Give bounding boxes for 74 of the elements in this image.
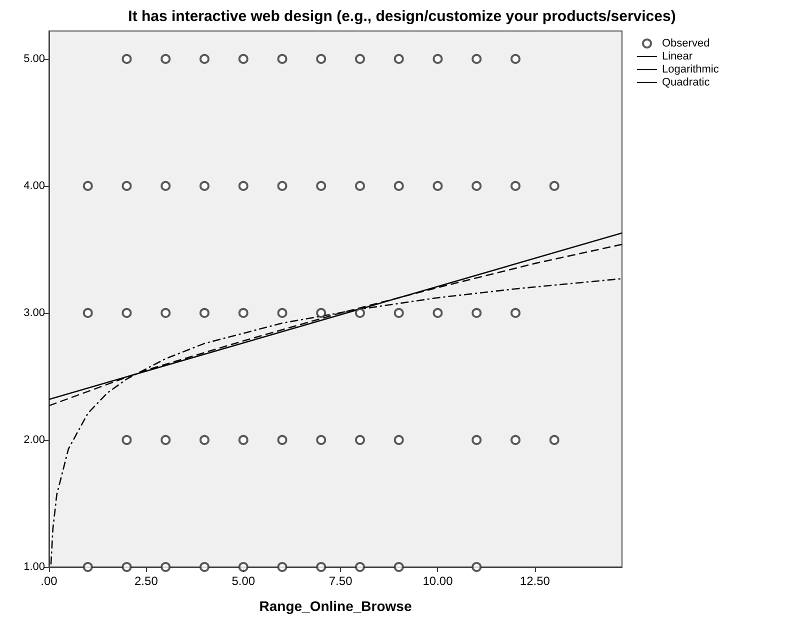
point bbox=[200, 562, 210, 572]
point bbox=[472, 308, 482, 318]
point bbox=[277, 562, 288, 572]
point bbox=[160, 308, 171, 318]
point bbox=[238, 54, 248, 64]
point bbox=[316, 180, 326, 191]
y-tick-label: 1.00 bbox=[24, 561, 45, 573]
point bbox=[277, 180, 288, 191]
y-tick-label: 5.00 bbox=[24, 52, 45, 65]
chart-title: It has interactive web design (e.g., design/customize your products/services) bbox=[128, 8, 676, 25]
x-axis-title: Range_Online_Browse bbox=[259, 598, 412, 614]
point bbox=[432, 180, 443, 191]
point bbox=[122, 308, 132, 318]
point bbox=[394, 180, 404, 191]
point bbox=[200, 434, 210, 445]
point bbox=[394, 308, 404, 318]
x-tick-label: .00 bbox=[40, 574, 58, 588]
point bbox=[510, 54, 520, 64]
point bbox=[316, 434, 326, 445]
point bbox=[122, 562, 132, 572]
point bbox=[355, 308, 365, 318]
point bbox=[82, 562, 93, 572]
point bbox=[510, 308, 520, 318]
point bbox=[432, 308, 443, 318]
legend-label: Quadratic bbox=[662, 76, 710, 88]
point bbox=[394, 562, 404, 572]
point bbox=[549, 434, 560, 445]
point bbox=[355, 54, 365, 64]
point bbox=[238, 180, 248, 191]
x-tick-label: 7.50 bbox=[328, 574, 353, 588]
point bbox=[160, 54, 171, 64]
point bbox=[510, 434, 520, 445]
point bbox=[510, 180, 520, 191]
point bbox=[472, 434, 482, 445]
point bbox=[122, 54, 132, 64]
x-tick-label: 10.00 bbox=[422, 574, 454, 588]
point bbox=[200, 180, 210, 191]
point bbox=[82, 180, 93, 191]
point bbox=[472, 54, 482, 64]
point bbox=[122, 180, 132, 191]
x-tick-label: 12.50 bbox=[520, 574, 550, 588]
point bbox=[355, 562, 365, 572]
point bbox=[355, 434, 365, 445]
point bbox=[238, 434, 248, 445]
point bbox=[432, 54, 443, 64]
point bbox=[355, 180, 365, 191]
point bbox=[277, 54, 288, 64]
y-tick-label: 4.00 bbox=[24, 180, 45, 192]
point bbox=[122, 434, 132, 445]
point bbox=[394, 434, 404, 445]
point bbox=[316, 308, 326, 318]
legend-label: Linear bbox=[662, 50, 693, 62]
point bbox=[238, 562, 248, 572]
point bbox=[472, 562, 482, 572]
point bbox=[160, 434, 171, 445]
x-tick-label: 5.00 bbox=[232, 574, 256, 588]
x-tick-label: 2.50 bbox=[134, 574, 158, 588]
point bbox=[277, 434, 288, 445]
point bbox=[549, 180, 560, 191]
point bbox=[316, 54, 326, 64]
point bbox=[472, 180, 482, 191]
legend-label: Logarithmic bbox=[662, 64, 720, 76]
point bbox=[200, 54, 210, 64]
point bbox=[82, 308, 93, 318]
point bbox=[238, 308, 248, 318]
point bbox=[394, 54, 404, 64]
point bbox=[160, 180, 171, 191]
point bbox=[160, 562, 171, 572]
legend-label: Observed bbox=[662, 38, 710, 50]
point bbox=[316, 562, 326, 572]
y-tick-label: 3.00 bbox=[24, 306, 45, 319]
point bbox=[277, 308, 288, 318]
point bbox=[200, 308, 210, 318]
y-tick-label: 2.00 bbox=[24, 434, 45, 446]
